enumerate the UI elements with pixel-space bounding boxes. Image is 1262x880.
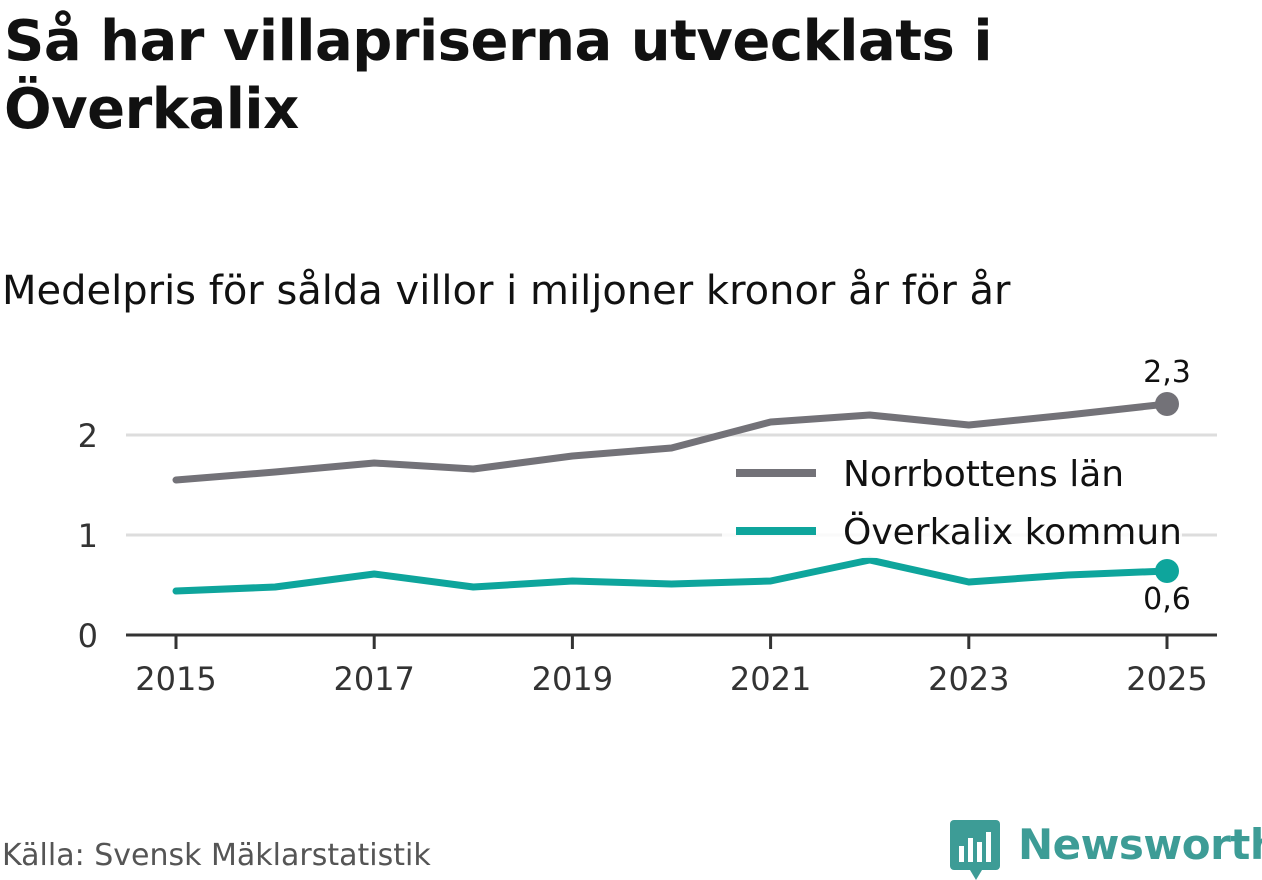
- line-chart: 0 1 2 2015 2017 2019 2021 2023 2025 Norrbottens…: [78, 355, 1217, 698]
- y-tick-label: 1: [78, 517, 98, 555]
- x-tick-label: 2015: [135, 660, 216, 698]
- x-tick-label: 2021: [730, 660, 811, 698]
- end-value-label: 2,3: [1143, 355, 1191, 390]
- legend-background: [722, 440, 1182, 558]
- y-tick-labels: 0 1 2: [78, 417, 98, 655]
- chart-subtitle: Medelpris för sålda villor i miljoner kr…: [2, 268, 1011, 314]
- chart-title: Så har villapriserna utvecklats i Överka…: [4, 9, 993, 142]
- x-tick-label: 2025: [1126, 660, 1207, 698]
- x-tick-label: 2023: [928, 660, 1009, 698]
- series-lines: [172, 392, 1179, 595]
- source-note: Källa: Svensk Mäklarstatistik: [2, 838, 431, 873]
- end-labels: 2,3 0,6: [1143, 355, 1191, 617]
- brand-name: Newsworthy: [1018, 820, 1262, 869]
- x-axis: 2015 2017 2019 2021 2023 2025: [126, 633, 1217, 698]
- y-tick-label: 2: [78, 417, 98, 455]
- x-tick-label: 2017: [333, 660, 414, 698]
- legend-label: Norrbottens län: [843, 454, 1124, 495]
- x-tick-label: 2019: [532, 660, 613, 698]
- series-end-point: [1155, 392, 1179, 416]
- newsworthy-logo-icon: [950, 820, 1000, 880]
- end-value-label: 0,6: [1143, 582, 1191, 617]
- y-tick-label: 0: [78, 617, 98, 655]
- legend-label: Överkalix kommun: [843, 511, 1182, 553]
- series-line-overkalix: [172, 556, 1171, 595]
- series-line-norrbotten: [172, 400, 1171, 484]
- legend: Norrbottens län Överkalix kommun: [722, 440, 1182, 558]
- series-end-point: [1155, 559, 1179, 583]
